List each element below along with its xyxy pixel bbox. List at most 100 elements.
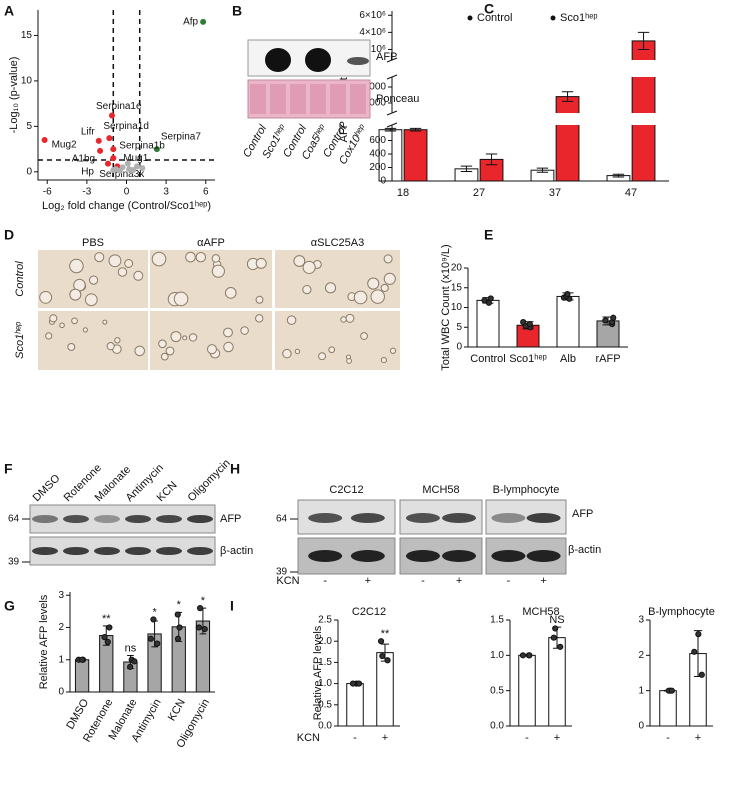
- row-label: Sco1ʰᵉᵖ: [14, 321, 26, 359]
- point-label: Serpina3k: [99, 169, 145, 180]
- cell: [133, 270, 144, 281]
- panel-label: H: [230, 461, 240, 477]
- cell: [173, 291, 189, 307]
- x-tick-label: 47: [625, 187, 637, 199]
- cell: [195, 251, 207, 263]
- x-tick-label: +: [695, 732, 701, 744]
- data-point: [377, 638, 385, 645]
- bar: [403, 129, 428, 182]
- cell: [302, 284, 312, 295]
- band: [32, 515, 58, 523]
- point: [128, 167, 135, 174]
- cell: [380, 283, 389, 292]
- ponceau-lane: [350, 84, 366, 114]
- point: [110, 167, 117, 173]
- cell: [211, 264, 225, 278]
- row-label: AFP: [220, 513, 241, 525]
- bars: **: [346, 628, 394, 727]
- bar: [555, 96, 580, 182]
- error-bar: [485, 153, 498, 166]
- cell: [282, 348, 292, 359]
- y-axis-label: Relative AFP levels: [38, 594, 50, 689]
- point: [106, 135, 113, 142]
- band: [265, 48, 291, 72]
- data-point: [195, 624, 203, 631]
- cell: [293, 255, 306, 267]
- y-tick-label: 5: [26, 121, 32, 132]
- x-tick-label: 6: [203, 187, 209, 198]
- data-point: [695, 631, 702, 638]
- cell: [134, 345, 145, 357]
- panel-label: C: [484, 1, 494, 17]
- axes: [69, 592, 215, 693]
- data-point: [174, 611, 181, 618]
- axes: [37, 10, 215, 181]
- band: [350, 550, 385, 562]
- x-axis-label: KCN: [297, 732, 320, 744]
- ponceau-lane: [250, 84, 266, 114]
- band: [405, 550, 440, 562]
- band: [442, 513, 477, 523]
- lane-label: -: [421, 575, 425, 587]
- y-axis-label: Total WBC Count (x10⁹/L): [440, 244, 452, 370]
- band: [526, 550, 561, 562]
- chart-title: MCH58: [522, 606, 559, 618]
- y-tick-label: 0: [380, 176, 386, 187]
- axes: [391, 11, 669, 182]
- y-tick-label: 3: [638, 615, 644, 626]
- cell: [211, 254, 221, 263]
- bar: [518, 654, 536, 727]
- data-point: [154, 640, 161, 647]
- cell: [182, 335, 188, 341]
- axis-break-mark: [386, 57, 398, 80]
- x-tick-label: rAFP: [595, 353, 620, 365]
- error-bar: [536, 167, 549, 173]
- x-axis-label: Log₂ fold change (Control/Sco1ʰᵉᵖ): [42, 200, 211, 212]
- y-tick-label: 2.0: [318, 636, 332, 647]
- marker-label: 39: [8, 557, 20, 568]
- bars: [476, 290, 620, 348]
- y-tick-label: 15: [21, 30, 33, 41]
- axis-break-mark: [386, 110, 398, 128]
- cell: [88, 275, 99, 285]
- point: [153, 146, 160, 153]
- lane-label: +: [540, 575, 546, 587]
- y-tick-label: 5: [456, 322, 462, 333]
- data-point: [197, 605, 204, 612]
- y-tick-label: 0.5: [490, 685, 504, 696]
- panel-label: E: [484, 227, 493, 243]
- data-point: [106, 624, 113, 631]
- point: [105, 160, 112, 167]
- x-tick-label: -6: [43, 187, 52, 198]
- band: [350, 513, 385, 523]
- y-tick-label: 20: [451, 263, 463, 274]
- cell: [165, 346, 175, 356]
- data-point: [668, 687, 675, 694]
- cell: [114, 337, 121, 344]
- band: [442, 550, 477, 562]
- point: [97, 147, 104, 154]
- bar: [346, 683, 364, 727]
- legend-marker: [550, 15, 556, 21]
- marker-label: 39: [276, 567, 288, 578]
- data-point: [526, 320, 533, 328]
- cell: [360, 332, 368, 340]
- axis-break: [386, 113, 671, 125]
- bars: NS: [518, 614, 566, 727]
- lane-label: KCN: [155, 479, 180, 504]
- cell: [206, 344, 217, 355]
- cell: [59, 322, 65, 329]
- y-axis-label: Relative AFP levels: [312, 625, 324, 720]
- y-tick-label: 0.5: [318, 699, 332, 710]
- x-tick-label: 37: [549, 187, 561, 199]
- x-tick-label: 0: [124, 187, 130, 198]
- cell: [224, 287, 237, 299]
- group-label: C2C12: [329, 484, 363, 496]
- x-tick-label: +: [554, 732, 560, 744]
- x-tick-label: Sco1ʰᵉᵖ: [509, 353, 547, 365]
- significance: **: [102, 613, 111, 625]
- band: [187, 547, 213, 555]
- cell: [223, 341, 234, 353]
- blot-ponceau: [247, 79, 371, 119]
